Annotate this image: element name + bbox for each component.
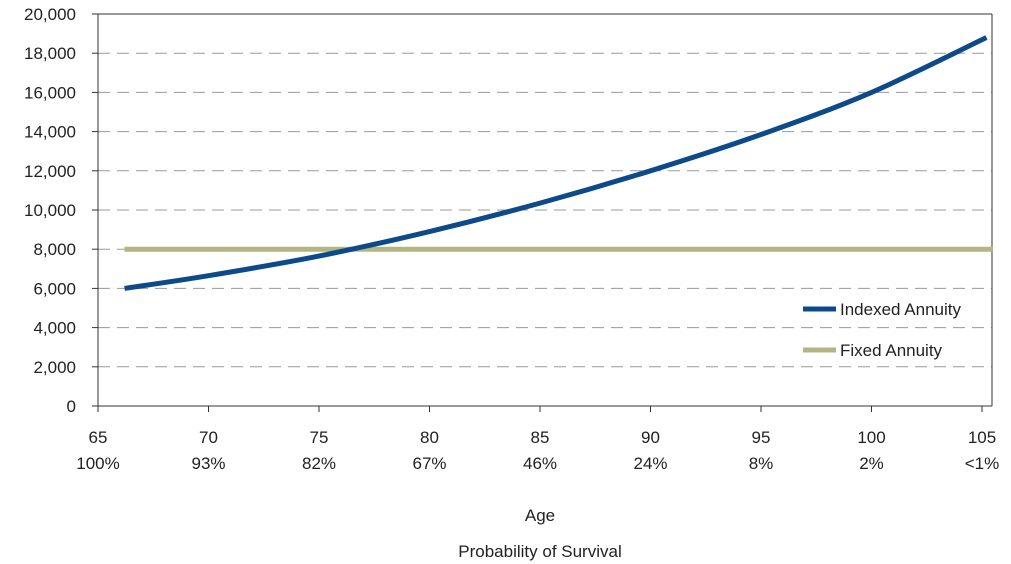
- x-tick-label-survival: <1%: [965, 454, 1000, 473]
- y-axis-ticks: 0 2,000 4,000 6,000 8,000 10,000 12,000 14,000 1…: [24, 5, 98, 416]
- x-tick-label-age: 75: [310, 428, 329, 447]
- y-tick-label: 4,000: [33, 319, 76, 338]
- legend: Indexed Annuity Fixed Annuity: [803, 300, 961, 360]
- axes: [97, 13, 993, 407]
- x-tick-label-age: 90: [641, 428, 660, 447]
- x-tick-label-survival: 46%: [523, 454, 557, 473]
- legend-label: Indexed Annuity: [840, 300, 961, 319]
- x-axis-ticks: 65 100% 70 93% 75 82% 80 67% 85 46% 90 24% 95 8% 100 2%…: [76, 406, 999, 473]
- x-tick-label-survival: 93%: [191, 454, 225, 473]
- legend-label: Fixed Annuity: [840, 341, 943, 360]
- y-tick-label: 8,000: [33, 240, 76, 259]
- x-tick-label-survival: 82%: [302, 454, 336, 473]
- x-tick-label-age: 85: [531, 428, 550, 447]
- x-tick-label-survival: 8%: [749, 454, 774, 473]
- x-tick-label-age: 100: [857, 428, 885, 447]
- y-tick-label: 18,000: [24, 44, 76, 63]
- x-tick-label-survival: 2%: [859, 454, 884, 473]
- y-tick-label: 20,000: [24, 5, 76, 24]
- x-tick-label-age: 105: [968, 428, 996, 447]
- y-tick-label: 10,000: [24, 201, 76, 220]
- y-tick-label: 12,000: [24, 162, 76, 181]
- x-axis-title: Age: [525, 506, 555, 525]
- x-tick-label-age: 65: [89, 428, 108, 447]
- x-tick-label-survival: 24%: [633, 454, 667, 473]
- x-tick-label-age: 80: [420, 428, 439, 447]
- x-tick-label-age: 70: [199, 428, 218, 447]
- x-tick-label-survival: 67%: [412, 454, 446, 473]
- y-tick-label: 14,000: [24, 123, 76, 142]
- x-tick-label-age: 95: [752, 428, 771, 447]
- series-line-indexed-annuity: [124, 35, 988, 291]
- x-axis-subtitle: Probability of Survival: [458, 542, 621, 561]
- y-tick-label: 16,000: [24, 83, 76, 102]
- x-tick-label-survival: 100%: [76, 454, 119, 473]
- y-tick-label: 0: [67, 397, 76, 416]
- series-lines: [124, 35, 994, 291]
- y-tick-label: 6,000: [33, 279, 76, 298]
- y-tick-label: 2,000: [33, 358, 76, 377]
